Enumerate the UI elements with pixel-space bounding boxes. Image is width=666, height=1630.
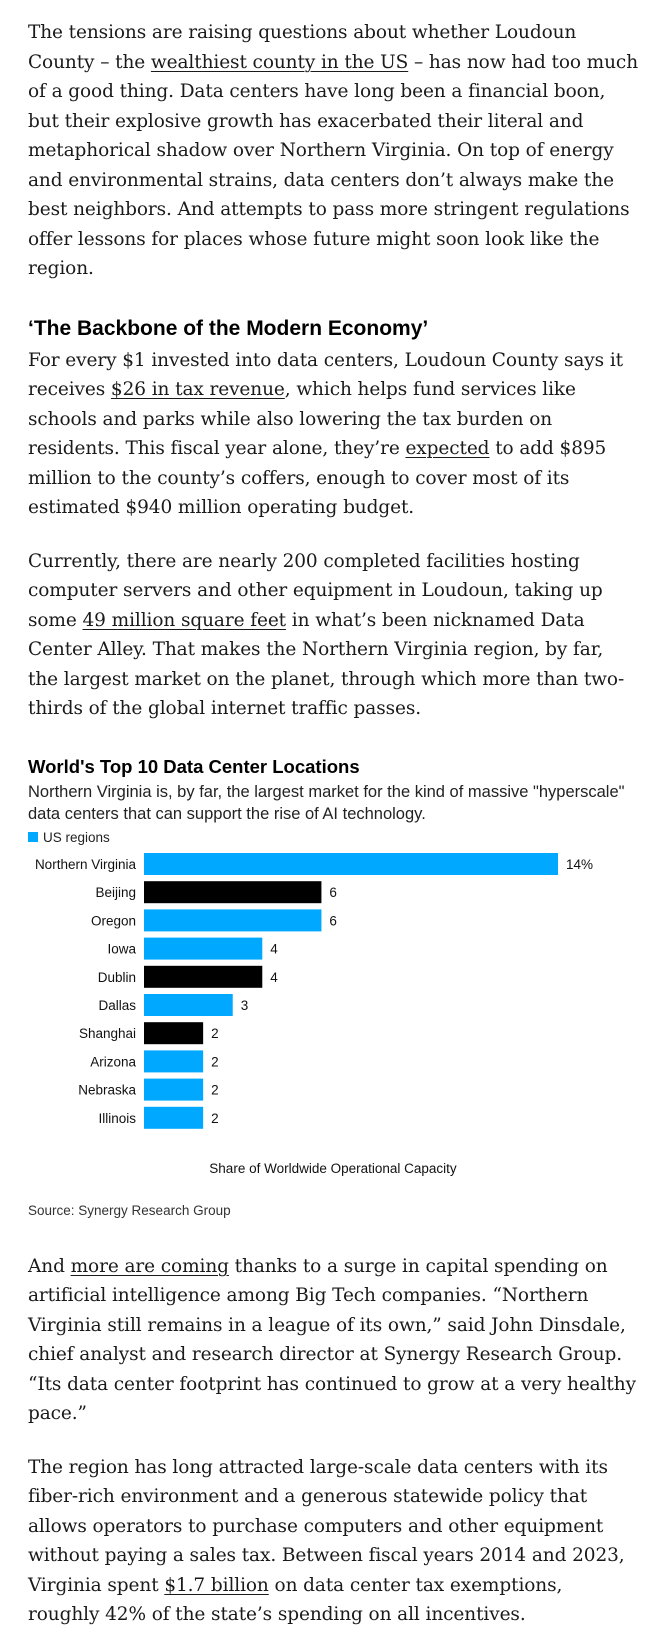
category-label-iowa: Iowa [107,941,136,956]
legend-swatch-us [28,832,38,842]
bar-illinois [144,1106,204,1129]
category-label-nebraska: Nebraska [78,1082,136,1097]
value-label-beijing: 6 [329,885,337,900]
bar-chart: Northern Virginia 14% Beijing 6 Oregon 6 Iowa 4… [35,852,593,1176]
tax-revenue-link[interactable]: $26 in tax revenue [110,379,285,400]
bar-shanghai [144,1021,204,1044]
x-axis-label: Share of Worldwide Operational Capacity [209,1161,457,1176]
chart-figure: World's Top 10 Data Center Locations Nor… [28,756,638,1218]
square-feet-link[interactable]: 49 million square feet [82,609,287,631]
bar-dublin [144,965,263,988]
bar-nebraska [144,1078,204,1101]
value-label-oregon: 6 [329,913,337,928]
category-label-arizona: Arizona [90,1054,136,1069]
intro-paragraph: The tensions are raising questions about… [28,22,639,279]
legend-label-us: US regions [43,829,110,845]
bar-oregon [144,908,322,931]
article: The tensions are raising questions about… [28,18,638,1630]
bar-beijing [144,880,322,903]
value-label-iowa: 4 [270,941,278,956]
bar-dallas [144,993,233,1016]
chart-legend: US regions [28,830,638,845]
tax-revenue-paragraph: For every $1 invested into data centers,… [28,349,623,519]
value-label-northern-virginia: 14% [566,857,593,872]
expected-link[interactable]: expected [405,438,490,459]
category-label-shanghai: Shanghai [79,1026,136,1041]
more-coming-paragraph: And more are coming thanks to a surge in… [28,1255,636,1425]
tax-exemption-paragraph: The region has long attracted large-scal… [28,1456,625,1626]
bar-arizona [144,1049,204,1072]
category-label-beijing: Beijing [95,885,136,900]
bar-iowa [144,937,263,960]
chart-source: Source: Synergy Research Group [28,1202,231,1218]
category-label-northern-virginia: Northern Virginia [35,857,137,872]
billion-link[interactable]: $1.7 billion [164,1574,269,1596]
bar-northern-virginia [144,852,558,875]
facilities-paragraph: Currently, there are nearly 200 complete… [28,550,625,720]
category-label-dallas: Dallas [98,998,136,1013]
more-coming-link[interactable]: more are coming [70,1255,229,1277]
category-label-oregon: Oregon [91,913,136,928]
chart-subtitle: Northern Virginia is, by far, the larges… [28,782,625,823]
value-label-illinois: 2 [211,1110,219,1125]
value-label-arizona: 2 [211,1054,219,1069]
value-label-dallas: 3 [241,998,249,1013]
wealthiest-county-link[interactable]: wealthiest county in the US [150,51,409,73]
category-label-dublin: Dublin [98,969,136,984]
section-heading: ‘The Backbone of the Modern Economy’ [28,316,429,340]
chart-title: World's Top 10 Data Center Locations [28,755,360,777]
value-label-shanghai: 2 [211,1026,219,1041]
category-label-illinois: Illinois [98,1110,136,1125]
value-label-dublin: 4 [270,969,278,984]
value-label-nebraska: 2 [211,1082,219,1097]
